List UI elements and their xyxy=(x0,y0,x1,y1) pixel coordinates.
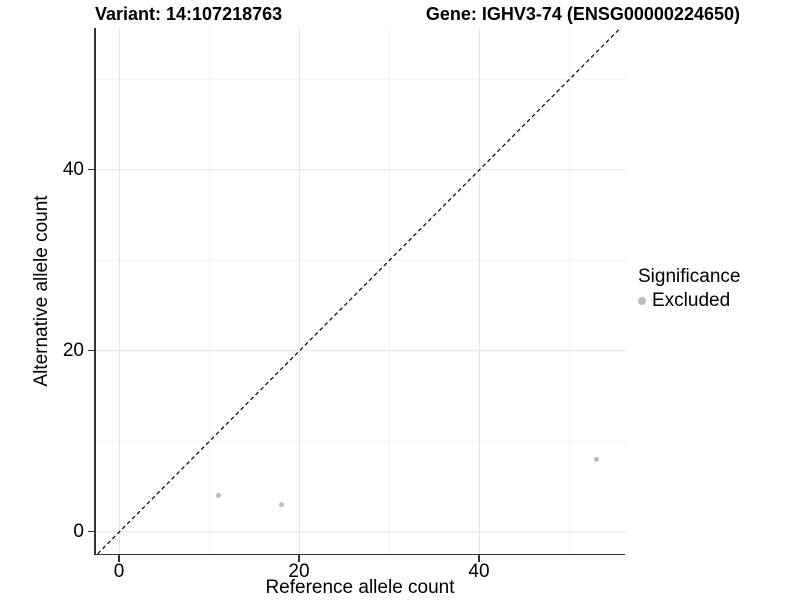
data-point xyxy=(215,493,221,499)
data-point xyxy=(278,502,284,508)
identity-line xyxy=(96,27,621,555)
x-tick-mark xyxy=(478,555,480,562)
y-axis-label: Alternative allele count xyxy=(31,195,52,387)
legend-item-excluded: Excluded xyxy=(638,289,740,313)
y-tick-mark xyxy=(87,168,95,171)
x-tick-mark xyxy=(298,555,300,562)
x-tick-label: 20 xyxy=(288,561,310,582)
y-tick-label: 0 xyxy=(73,520,84,542)
legend: Significance Excluded xyxy=(638,264,740,313)
y-tick-label: 40 xyxy=(62,158,84,180)
y-tick-mark xyxy=(87,349,95,352)
y-tick-label: 20 xyxy=(62,339,84,361)
legend-title: Significance xyxy=(638,266,741,287)
x-axis-label: Reference allele count xyxy=(265,577,455,598)
x-tick-label: 40 xyxy=(468,561,490,582)
plot-title-variant: Variant: 14:107218763 xyxy=(95,4,283,24)
x-tick-label: 0 xyxy=(113,561,125,582)
plot-title-gene: Gene: IGHV3-74 (ENSG00000224650) xyxy=(425,4,740,24)
x-axis-line xyxy=(94,553,625,555)
legend-key-dot-icon xyxy=(638,297,646,305)
x-tick-mark xyxy=(118,555,120,562)
chart-svg xyxy=(95,27,626,555)
y-axis-line xyxy=(94,28,96,555)
y-tick-mark xyxy=(87,530,95,533)
data-point xyxy=(593,456,599,462)
plot-panel xyxy=(95,27,626,555)
legend-item-label: Excluded xyxy=(652,290,731,311)
